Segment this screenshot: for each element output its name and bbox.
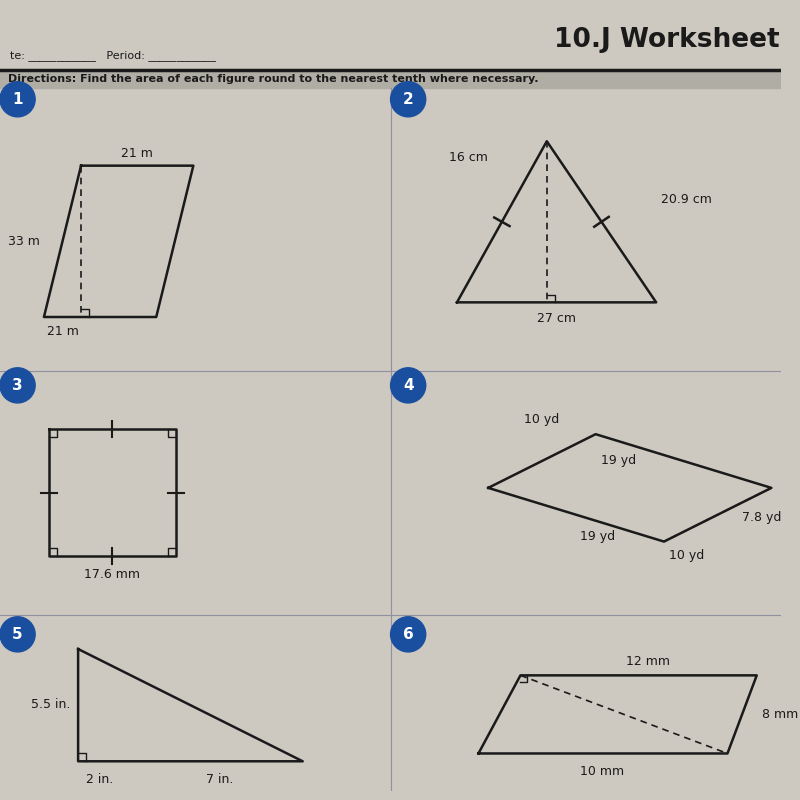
Text: 2 in.: 2 in. xyxy=(86,773,113,786)
Text: 10 mm: 10 mm xyxy=(580,765,625,778)
Text: 21 m: 21 m xyxy=(46,325,78,338)
Text: 10 yd: 10 yd xyxy=(524,414,559,426)
Text: 3: 3 xyxy=(12,378,23,393)
Bar xyxy=(0,70,781,87)
Text: 27 cm: 27 cm xyxy=(537,312,576,325)
Text: 10.J Worksheet: 10.J Worksheet xyxy=(554,27,779,53)
Circle shape xyxy=(390,617,426,652)
Text: 17.6 mm: 17.6 mm xyxy=(84,568,140,581)
Text: 21 m: 21 m xyxy=(121,146,153,160)
Text: 2: 2 xyxy=(402,92,414,106)
Text: 6: 6 xyxy=(402,627,414,642)
Text: 5.5 in.: 5.5 in. xyxy=(31,698,70,711)
Text: 8 mm: 8 mm xyxy=(762,708,798,721)
Circle shape xyxy=(390,368,426,403)
Text: 19 yd: 19 yd xyxy=(580,530,615,543)
Circle shape xyxy=(390,82,426,117)
Text: 7.8 yd: 7.8 yd xyxy=(742,510,782,524)
Text: te: ____________   Period: ____________: te: ____________ Period: ____________ xyxy=(10,50,216,62)
Text: 33 m: 33 m xyxy=(8,235,40,248)
Text: 12 mm: 12 mm xyxy=(626,654,670,667)
Circle shape xyxy=(0,368,35,403)
Text: Directions: Find the area of each figure round to the nearest tenth where necess: Directions: Find the area of each figure… xyxy=(8,74,538,84)
Text: 20.9 cm: 20.9 cm xyxy=(661,194,712,206)
Text: 19 yd: 19 yd xyxy=(601,454,636,467)
Text: 1: 1 xyxy=(12,92,23,106)
Text: 7 in.: 7 in. xyxy=(206,773,234,786)
Text: 5: 5 xyxy=(12,627,23,642)
Text: 16 cm: 16 cm xyxy=(450,151,488,164)
Text: 10 yd: 10 yd xyxy=(669,550,704,562)
Circle shape xyxy=(0,82,35,117)
Text: 4: 4 xyxy=(403,378,414,393)
Circle shape xyxy=(0,617,35,652)
